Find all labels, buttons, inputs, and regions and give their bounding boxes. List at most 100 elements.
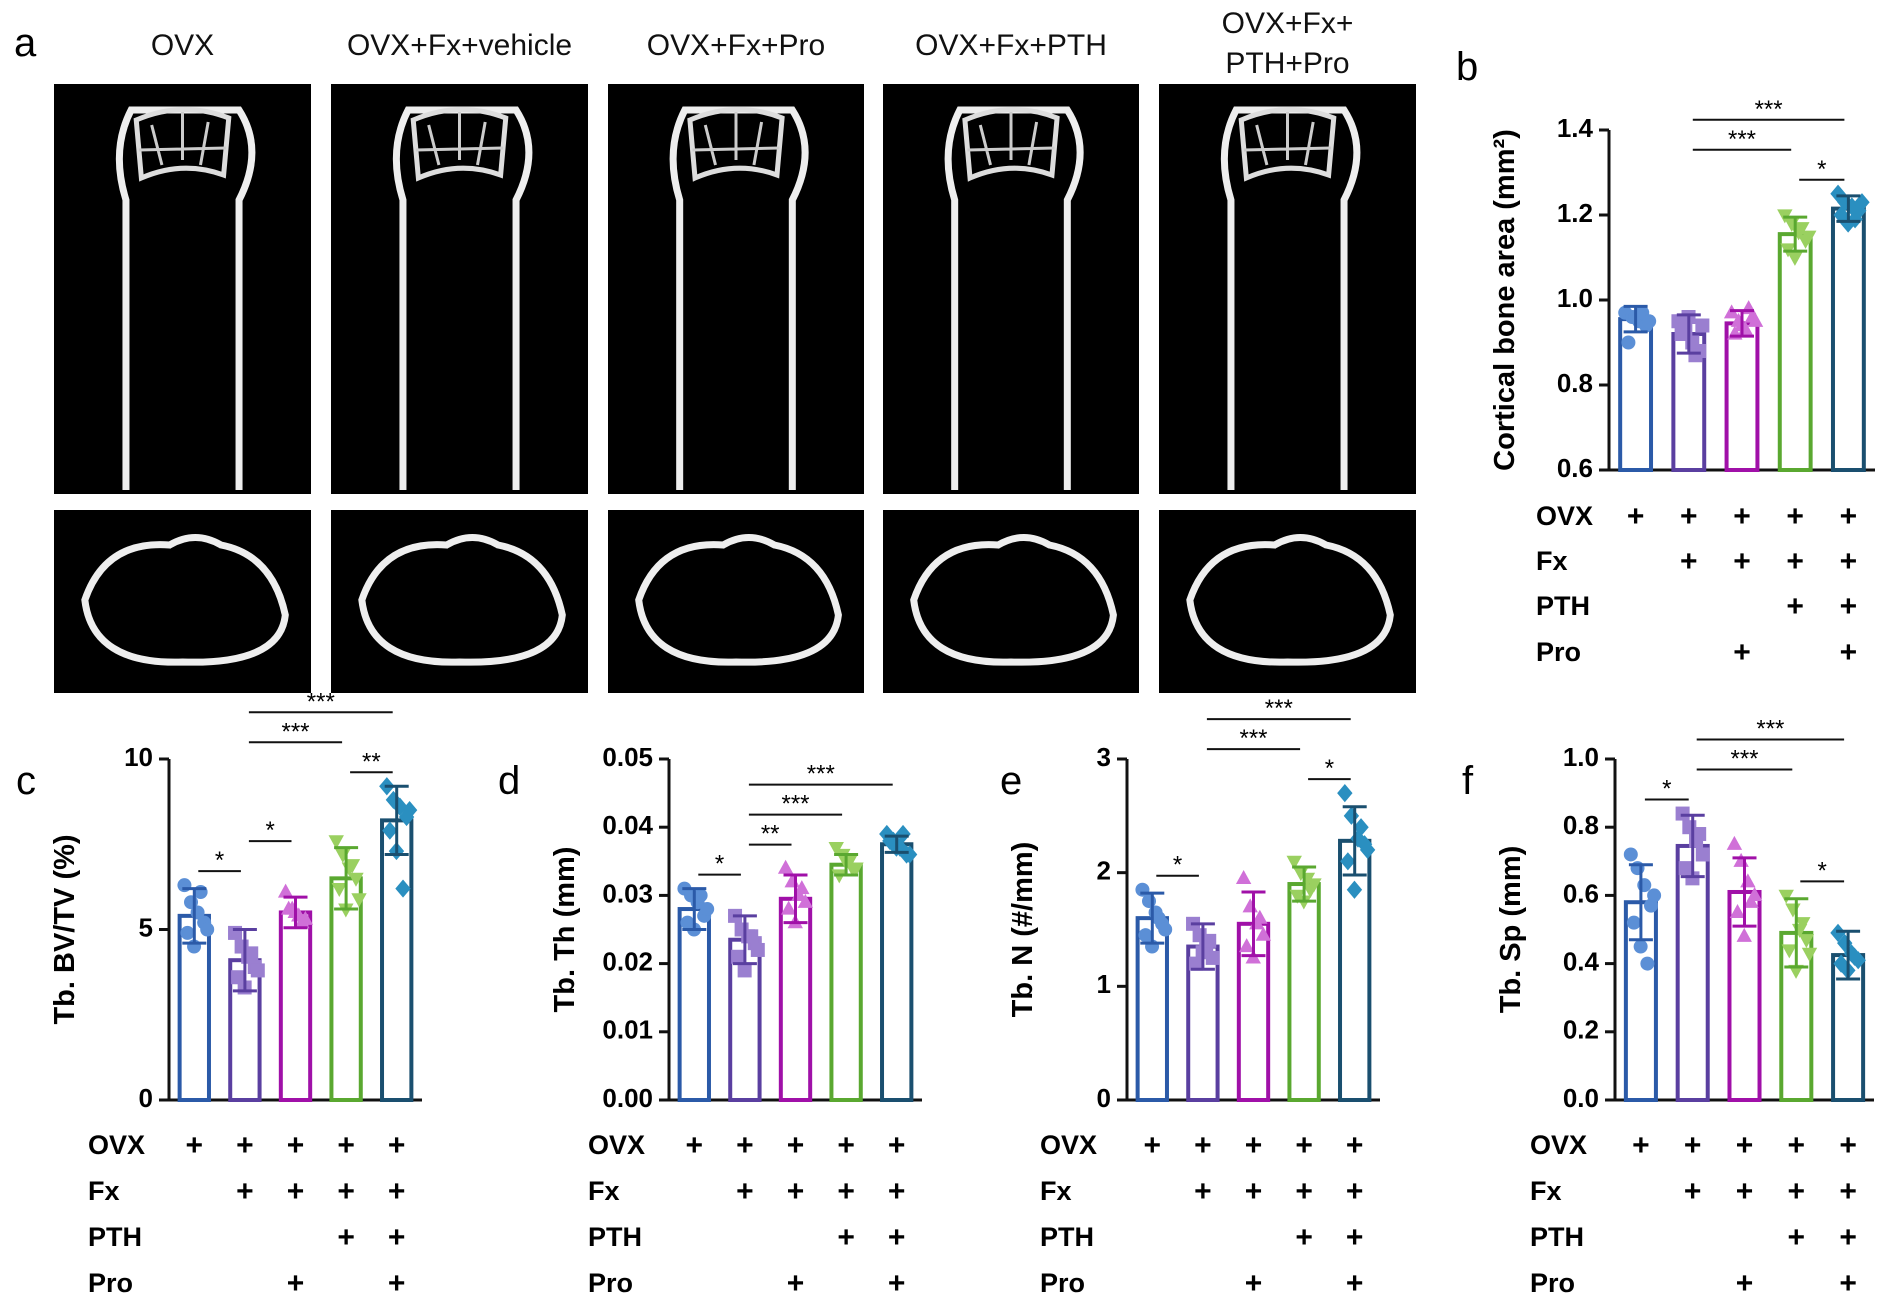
group-mark: +	[1632, 1129, 1650, 1162]
trabeculae	[692, 112, 780, 166]
data-point	[744, 929, 759, 944]
data-point	[797, 893, 814, 908]
significance-label: *	[215, 847, 224, 874]
y-tick-label: 0.6	[1557, 453, 1593, 483]
bar	[728, 937, 762, 1102]
bar	[1777, 232, 1813, 472]
data-point	[1801, 230, 1817, 245]
trabeculae	[138, 112, 227, 166]
data-point	[1235, 869, 1252, 884]
group-mark: +	[337, 1175, 355, 1208]
cross-section	[81, 534, 289, 666]
data-point	[1343, 806, 1360, 825]
group-mark: +	[1627, 500, 1645, 533]
data-point	[1846, 947, 1863, 966]
bone-head	[962, 107, 1060, 182]
group-mark: +	[736, 1129, 754, 1162]
significance-label: ***	[807, 761, 835, 788]
group-mark: +	[1194, 1175, 1212, 1208]
group-mark: +	[1736, 1175, 1754, 1208]
data-point	[1674, 327, 1689, 341]
y-tick-label: 0.2	[1563, 1015, 1599, 1045]
data-point	[1238, 938, 1255, 953]
group-row-label: Fx	[1536, 546, 1568, 576]
data-point	[1302, 884, 1319, 899]
data-point	[1740, 873, 1756, 888]
data-point	[737, 963, 752, 978]
trabeculae	[415, 112, 504, 166]
data-point	[331, 882, 347, 897]
y-tick-label: 5	[139, 912, 153, 942]
data-point	[1340, 852, 1356, 871]
panel-letter: a	[14, 21, 37, 65]
data-point	[1736, 927, 1752, 942]
group-mark: +	[1144, 1129, 1162, 1162]
y-axis-title: Tb. BV/TV (%)	[49, 834, 81, 1024]
group-mark: +	[736, 1175, 754, 1208]
group-row-label: Fx	[1530, 1176, 1562, 1206]
data-point	[277, 883, 294, 898]
y-tick-label: 1	[1097, 969, 1111, 999]
y-tick-label: 0.02	[602, 946, 653, 976]
group-mark: +	[1788, 1129, 1806, 1162]
data-point	[1726, 835, 1743, 850]
y-tick-label: 0.8	[1563, 810, 1599, 840]
trabeculae	[967, 112, 1055, 166]
group-row-label: OVX	[1530, 1130, 1587, 1160]
data-point	[777, 859, 794, 874]
data-point	[1138, 928, 1153, 943]
data-point	[1778, 889, 1794, 904]
significance-label: ***	[1239, 725, 1267, 752]
data-point	[1781, 944, 1798, 959]
group-mark: +	[1295, 1129, 1313, 1162]
data-point	[1202, 933, 1217, 948]
significance-label: ***	[1730, 746, 1758, 773]
significance-label: *	[1325, 755, 1334, 782]
group-mark: +	[1736, 1129, 1754, 1162]
group-mark: +	[888, 1175, 906, 1208]
bone-head	[410, 107, 509, 182]
data-point	[1158, 922, 1173, 937]
group-mark: +	[1733, 636, 1751, 669]
y-tick-label: 1.4	[1557, 113, 1594, 143]
group-mark: +	[186, 1129, 204, 1162]
y-tick-label: 0.03	[602, 878, 653, 908]
significance-label: *	[1662, 776, 1671, 803]
y-tick-label: 0	[139, 1083, 153, 1113]
group-mark: +	[388, 1221, 406, 1254]
data-point	[1847, 210, 1863, 229]
data-point	[1685, 871, 1700, 886]
group-mark: +	[686, 1129, 704, 1162]
significance-label: ***	[1728, 126, 1756, 153]
data-point	[382, 821, 398, 840]
data-point	[1642, 314, 1657, 329]
data-point	[1286, 855, 1302, 870]
significance-label: *	[715, 851, 724, 878]
group-row-label: OVX	[588, 1130, 645, 1160]
data-point	[1151, 911, 1166, 926]
group-mark: +	[1839, 1221, 1857, 1254]
data-point	[1733, 852, 1749, 867]
group-mark: +	[1839, 1129, 1857, 1162]
group-mark: +	[1733, 545, 1751, 578]
significance-label: ***	[1755, 96, 1783, 123]
data-point	[1353, 818, 1369, 837]
panel-letter: f	[1462, 759, 1474, 803]
data-point	[395, 879, 411, 898]
bar	[278, 910, 313, 1103]
data-point	[693, 888, 708, 903]
group-mark: +	[1840, 590, 1858, 623]
group-row-label: PTH	[588, 1222, 642, 1252]
group-mark: +	[388, 1175, 406, 1208]
group-row-label: PTH	[88, 1222, 142, 1252]
group-mark: +	[888, 1267, 906, 1300]
data-point	[1675, 806, 1690, 821]
group-mark: +	[337, 1129, 355, 1162]
group-row-label: Fx	[1040, 1176, 1072, 1206]
group-mark: +	[1245, 1267, 1263, 1300]
group-mark: +	[1786, 545, 1804, 578]
data-point	[1692, 827, 1707, 842]
group-mark: +	[1839, 1267, 1857, 1300]
significance-label: ***	[307, 688, 335, 715]
group-mark: +	[888, 1129, 906, 1162]
